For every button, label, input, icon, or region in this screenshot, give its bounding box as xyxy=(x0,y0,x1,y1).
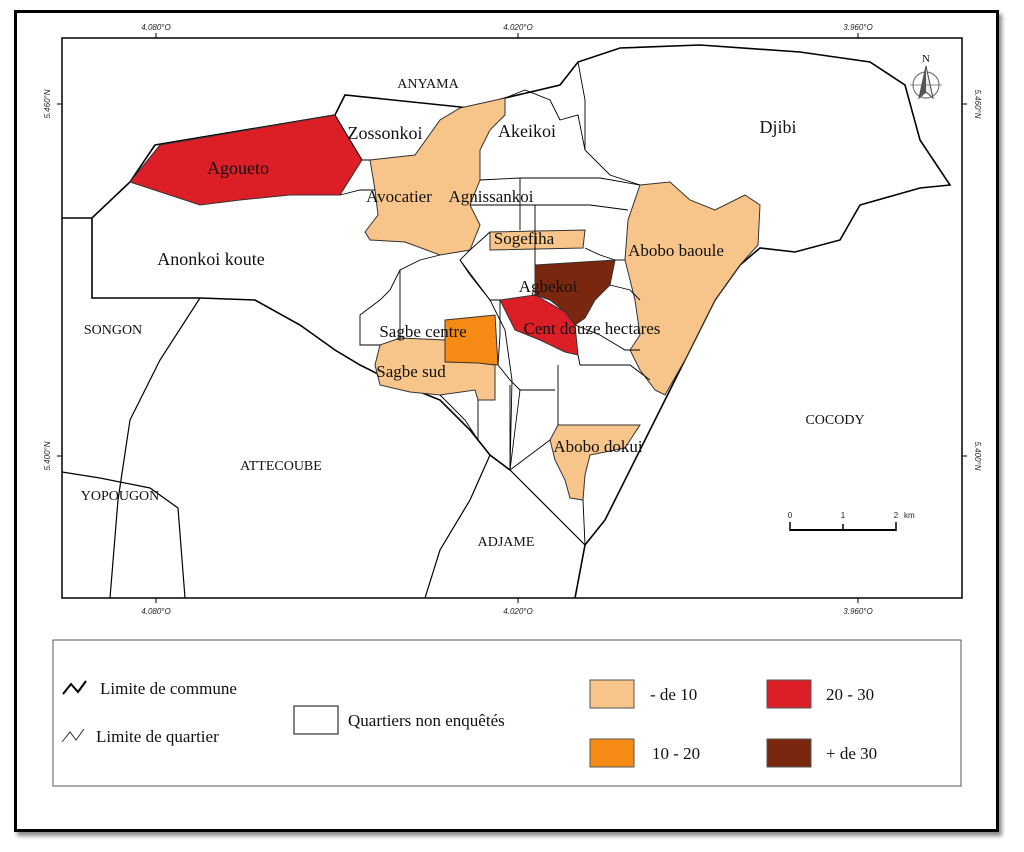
quartier-djibi: Djibi xyxy=(759,117,796,137)
coord-right-1: 5.460°N xyxy=(973,90,982,119)
legend-swatch-lt10 xyxy=(589,679,635,709)
quartier-avocatier: Avocatier xyxy=(366,187,432,206)
legend-class-gt30: + de 30 xyxy=(826,744,877,763)
coord-top-1: 4.080°O xyxy=(141,23,170,32)
quartier-zossonkoi: Zossonkoi xyxy=(347,123,422,143)
quartier-agbekoi: Agbekoi xyxy=(519,277,578,296)
commune-adjame: ADJAME xyxy=(478,535,535,550)
legend-class-lt10: - de 10 xyxy=(650,685,697,704)
polygon-sagbe-sud xyxy=(374,337,496,401)
quartier-cent-douze-hectares: Cent douze hectares xyxy=(524,319,661,338)
polygon-agbekoi xyxy=(534,259,616,326)
commune-limit-icon xyxy=(62,680,87,695)
legend-class-20-30: 20 - 30 xyxy=(826,685,874,704)
legend-swatch-not-surveyed xyxy=(293,705,339,735)
legend-swatch-20-30 xyxy=(766,679,812,709)
quartier-limit-icon xyxy=(61,728,85,743)
north-arrow-icon xyxy=(910,65,942,100)
graticule-ticks xyxy=(57,33,967,603)
coord-bottom-3: 3.960°O xyxy=(843,607,872,616)
quartier-akeikoi: Akeikoi xyxy=(498,121,556,141)
coord-left-1: 5.460°N xyxy=(43,89,52,118)
legend-class-10-20: 10 - 20 xyxy=(652,744,700,763)
coord-top-2: 4.020°O xyxy=(503,23,532,32)
commune-limits-neighbors xyxy=(61,297,586,599)
quartier-sagbe-centre: Sagbe centre xyxy=(379,322,466,341)
quartier-agnissankoi: Agnissankoi xyxy=(449,187,534,206)
north-label: N xyxy=(922,53,930,65)
scale-unit: km xyxy=(904,511,915,520)
legend-panel xyxy=(52,639,962,787)
coord-top-3: 3.960°O xyxy=(843,23,872,32)
commune-anyama: ANYAMA xyxy=(397,77,459,92)
coord-right-2: 5.400°N xyxy=(973,442,982,471)
scale-tick-1: 1 xyxy=(841,511,846,520)
commune-attecoube: ATTECOUBE xyxy=(240,459,322,474)
commune-limit-south xyxy=(91,218,511,471)
polygon-abobo-baoule xyxy=(624,181,761,396)
legend-commune-limit: Limite de commune xyxy=(100,679,237,698)
quartier-anonkoi-koute: Anonkoi koute xyxy=(157,249,265,269)
scale-bar xyxy=(789,522,897,531)
quartier-abobo-dokui: Abobo dokui xyxy=(553,437,643,456)
commune-yopougon: YOPOUGON xyxy=(81,489,160,504)
coord-bottom-2: 4.020°O xyxy=(503,607,532,616)
quartier-agoueto: Agoueto xyxy=(207,158,269,178)
coord-left-2: 5.400°N xyxy=(43,441,52,470)
quartier-sogefiha: Sogefiha xyxy=(494,229,555,248)
scale-tick-2: 2 xyxy=(894,511,899,520)
legend-quartier-limit: Limite de quartier xyxy=(96,727,219,746)
quartier-limits xyxy=(334,61,651,546)
legend-swatch-gt30 xyxy=(766,738,812,768)
scale-tick-0: 0 xyxy=(788,511,793,520)
commune-cocody: COCODY xyxy=(805,413,864,428)
quartier-sagbe-sud: Sagbe sud xyxy=(376,362,446,381)
coord-bottom-1: 4.080°O xyxy=(141,607,170,616)
legend-not-surveyed: Quartiers non enquêtés xyxy=(348,711,505,730)
quartier-abobo-baoule: Abobo baoule xyxy=(628,241,724,260)
legend-swatch-10-20 xyxy=(589,738,635,768)
polygon-sogefiha xyxy=(489,229,586,251)
commune-songon: SONGON xyxy=(84,323,142,338)
